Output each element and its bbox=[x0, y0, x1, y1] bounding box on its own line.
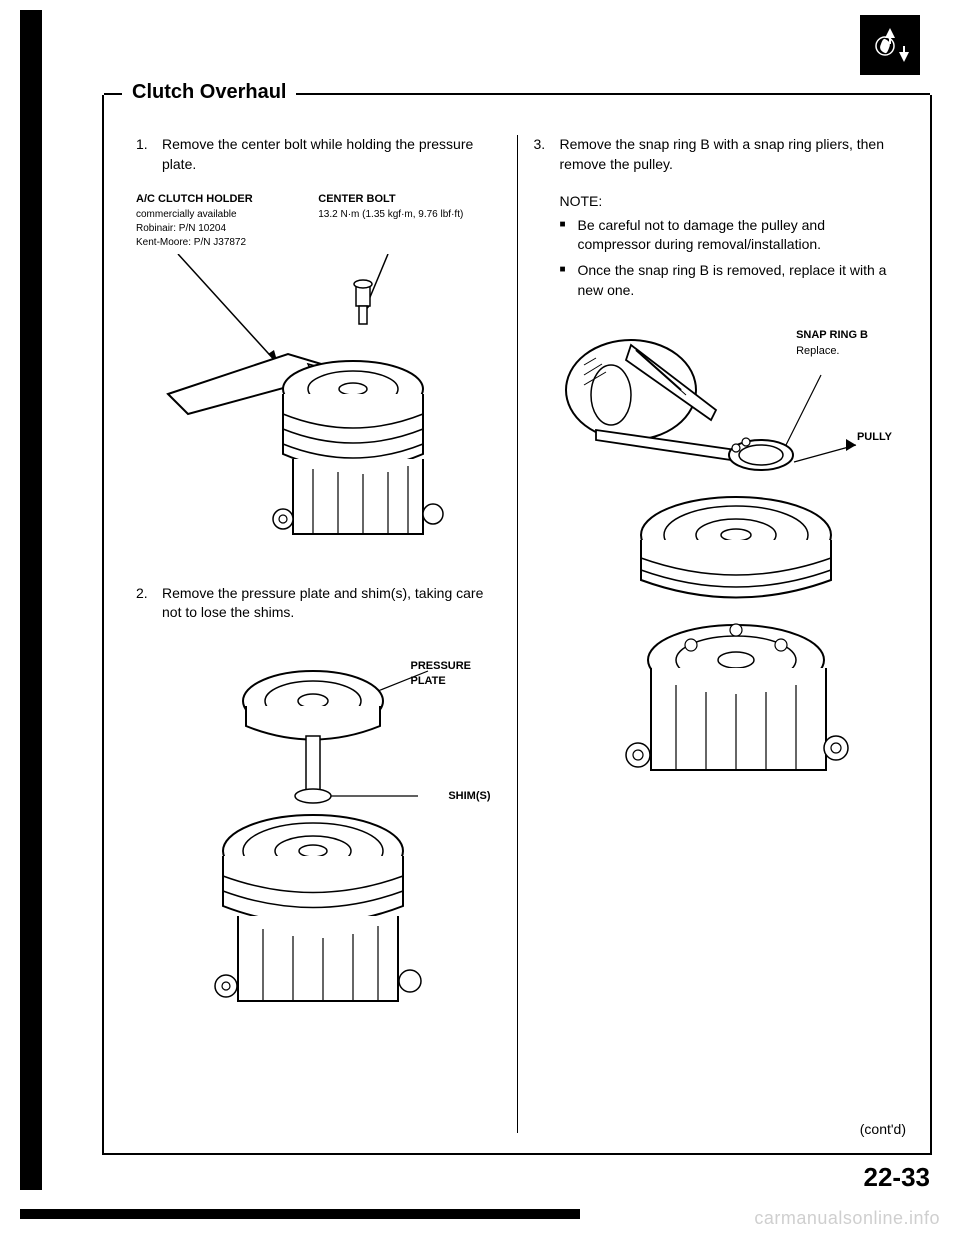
fig2-callout-pressure-plate: PRESSURE PLATE bbox=[411, 659, 491, 690]
step-number: 2. bbox=[136, 584, 162, 623]
fig1-right-title: CENTER BOLT bbox=[318, 193, 395, 205]
manual-page: Clutch Overhaul 1. Remove the center bol… bbox=[20, 10, 940, 1190]
content-columns: 1. Remove the center bolt while holding … bbox=[104, 95, 930, 1153]
note-block: NOTE: Be careful not to damage the pulle… bbox=[534, 192, 899, 300]
title-rule-right bbox=[296, 93, 930, 95]
fig3-snapring-label: SNAP RING B bbox=[796, 329, 868, 341]
fan-arrows-icon bbox=[865, 20, 915, 70]
fig1-right-label: CENTER BOLT 13.2 N·m (1.35 kgf·m, 9.76 l… bbox=[318, 192, 500, 249]
pulley-diagram bbox=[534, 320, 899, 820]
fig1-left-sub1: commercially available bbox=[136, 208, 300, 222]
step-text: Remove the snap ring B with a snap ring … bbox=[560, 135, 899, 174]
fig1-left-sub3: Kent-Moore: P/N J37872 bbox=[136, 236, 300, 250]
fig1-right-sub: 13.2 N·m (1.35 kgf·m, 9.76 lbf·ft) bbox=[318, 208, 500, 222]
fig3-snapring-sub: Replace. bbox=[796, 345, 839, 357]
fig3-callout-snapring: SNAP RING B Replace. bbox=[796, 328, 868, 359]
note-heading: NOTE: bbox=[560, 192, 899, 212]
right-column: 3. Remove the snap ring B with a snap ri… bbox=[522, 135, 911, 1133]
bottom-black-bar bbox=[20, 1209, 580, 1219]
compressor-diagram-1 bbox=[136, 254, 501, 554]
step-2: 2. Remove the pressure plate and shim(s)… bbox=[136, 584, 501, 623]
note-item: Once the snap ring B is removed, replace… bbox=[560, 261, 899, 300]
fig2-callout-shims: SHIM(S) bbox=[448, 789, 490, 804]
step-number: 1. bbox=[136, 135, 162, 174]
fig1-left-sub2: Robinair: P/N 10204 bbox=[136, 222, 300, 236]
note-item: Be careful not to damage the pulley and … bbox=[560, 216, 899, 255]
figure-1-labels: A/C CLUTCH HOLDER commercially available… bbox=[136, 192, 501, 249]
note-list: Be careful not to damage the pulley and … bbox=[560, 216, 899, 300]
section-title-row: Clutch Overhaul bbox=[104, 81, 930, 104]
fig3-callout-pulley: PULLY bbox=[857, 430, 892, 445]
section-title: Clutch Overhaul bbox=[122, 81, 296, 104]
fig1-left-title: A/C CLUTCH HOLDER bbox=[136, 193, 253, 205]
step-number: 3. bbox=[534, 135, 560, 174]
step-3: 3. Remove the snap ring B with a snap ri… bbox=[534, 135, 899, 174]
step-1: 1. Remove the center bolt while holding … bbox=[136, 135, 501, 174]
section-header-icon bbox=[860, 15, 920, 75]
step-text: Remove the center bolt while holding the… bbox=[162, 135, 501, 174]
figure-1: A/C CLUTCH HOLDER commercially available… bbox=[136, 192, 501, 553]
title-rule-left bbox=[104, 93, 122, 95]
column-divider bbox=[517, 135, 518, 1133]
step-text: Remove the pressure plate and shim(s), t… bbox=[162, 584, 501, 623]
fig1-left-label: A/C CLUTCH HOLDER commercially available… bbox=[136, 192, 300, 249]
page-number: 22-33 bbox=[864, 1162, 931, 1193]
watermark: carmanualsonline.info bbox=[754, 1208, 940, 1229]
section-frame: Clutch Overhaul 1. Remove the center bol… bbox=[102, 95, 932, 1155]
figure-2: PRESSURE PLATE SHIM(S) bbox=[136, 641, 501, 1021]
continued-label: (cont'd) bbox=[860, 1121, 906, 1137]
figure-3: SNAP RING B Replace. PULLY bbox=[534, 320, 899, 820]
compressor-diagram-2 bbox=[136, 641, 501, 1021]
left-column: 1. Remove the center bolt while holding … bbox=[124, 135, 513, 1133]
